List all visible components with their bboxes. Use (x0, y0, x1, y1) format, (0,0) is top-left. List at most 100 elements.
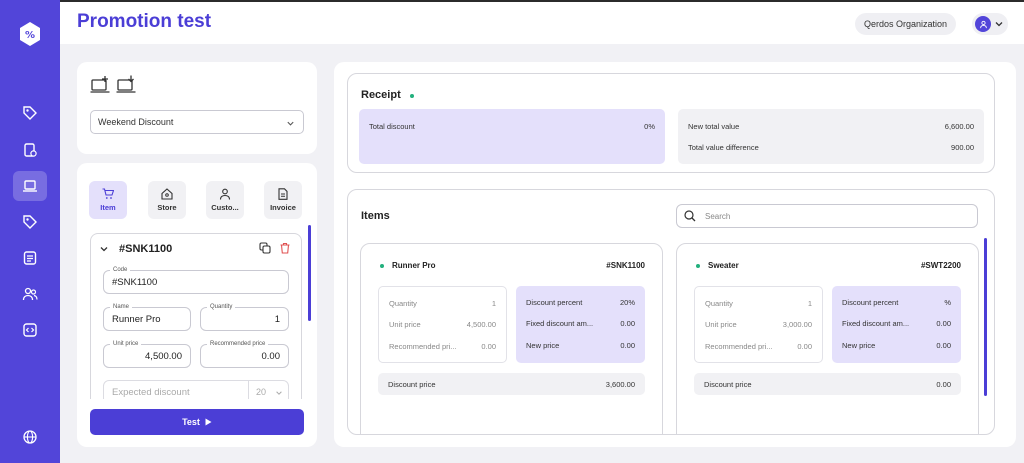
item-discount-percent-value: % (944, 298, 951, 307)
promotion-logo-icon[interactable]: % (16, 20, 44, 48)
expected-discount-placeholder: Expected discount (112, 387, 190, 398)
item-card-code: #SWT2200 (920, 261, 961, 270)
user-menu[interactable] (972, 13, 1008, 35)
unit-price-field[interactable]: Unit price 4,500.00 (103, 339, 191, 368)
item-status-dot (380, 264, 384, 268)
item-quantity-label: Quantity (389, 299, 417, 308)
item-new-price-label: New price (842, 341, 876, 350)
quantity-label: Quantity (207, 302, 236, 312)
code-value: #SNK1100 (112, 277, 158, 288)
item-result-box: Discount percent % Fixed discount am... … (832, 286, 961, 363)
tab-customer[interactable]: Custo... (206, 181, 244, 219)
promotion-select-value: Weekend Discount (98, 117, 174, 127)
item-card[interactable]: Runner Pro #SNK1100 Quantity 1 Unit pric… (360, 243, 663, 434)
items-panel: Items Search Runner Pro #SNK1100 Quantit… (347, 189, 995, 435)
trash-icon[interactable] (279, 242, 291, 254)
page-title: Promotion test (77, 11, 212, 32)
totals-box: New total value 6,600.00 Total value dif… (678, 109, 984, 164)
receipt-status-dot (410, 94, 414, 98)
item-unit-price-value: 4,500.00 (466, 320, 496, 329)
import-laptop-icon[interactable] (90, 75, 110, 95)
globe-icon[interactable] (13, 422, 47, 452)
chevron-down-icon[interactable] (99, 244, 109, 254)
recommended-price-field[interactable]: Recommended price 0.00 (200, 339, 289, 368)
tab-store[interactable]: Store (148, 181, 186, 219)
tag-icon[interactable] (13, 207, 47, 237)
item-discount-percent-value: 20% (619, 298, 635, 307)
new-total-label: New total value (688, 122, 740, 131)
search-icon (684, 210, 696, 222)
item-new-price-value: 0.00 (936, 341, 951, 350)
item-fixed-discount-label: Fixed discount am... (842, 319, 910, 328)
top-bar: Promotion test Qerdos Organization (60, 0, 1024, 44)
test-laptop-icon[interactable] (13, 171, 47, 201)
promotion-tag-icon[interactable] (13, 98, 47, 128)
tab-invoice[interactable]: Invoice (264, 181, 302, 219)
item-card-code: #SNK1100 (606, 261, 645, 270)
item-quantity-label: Quantity (705, 299, 733, 308)
recommended-price-label: Recommended price (207, 339, 269, 349)
total-discount-box: Total discount 0% (359, 109, 665, 164)
code-icon[interactable] (13, 315, 47, 345)
name-field[interactable]: Name Runner Pro (103, 302, 191, 331)
difference-value: 900.00 (951, 143, 974, 152)
item-input-box: Quantity 1 Unit price 3,000.00 Recommend… (694, 286, 823, 363)
organization-selector[interactable]: Qerdos Organization (855, 13, 957, 35)
item-new-price-label: New price (526, 341, 560, 350)
code-field[interactable]: Code #SNK1100 (103, 265, 289, 294)
tab-item[interactable]: Item (89, 181, 127, 219)
code-label: Code (110, 265, 131, 275)
avatar[interactable] (975, 16, 991, 32)
receipt-panel: Receipt Total discount 0% New total valu… (347, 73, 995, 173)
items-scrollbar[interactable] (984, 238, 987, 396)
item-quantity-value: 1 (491, 299, 496, 308)
item-discount-price-value: 3,600.00 (605, 380, 635, 389)
list-icon[interactable] (13, 243, 47, 273)
name-value: Runner Pro (112, 314, 161, 325)
users-icon[interactable] (13, 279, 47, 309)
test-button-label: Test (182, 417, 200, 427)
expected-discount-field[interactable]: Expected discount 20 (103, 380, 289, 399)
coupon-settings-icon[interactable] (13, 135, 47, 165)
copy-icon[interactable] (259, 242, 271, 254)
item-fixed-discount-value: 0.00 (936, 319, 951, 328)
item-title: #SNK1100 (119, 243, 173, 255)
search-input[interactable]: Search (676, 204, 978, 228)
item-accordion: #SNK1100 Code #SNK1100 Name Runner Pro Q… (90, 233, 302, 399)
name-label: Name (110, 302, 133, 312)
item-discount-price-box: Discount price 3,600.00 (378, 373, 645, 395)
unit-price-label: Unit price (110, 339, 142, 349)
receipt-title: Receipt (361, 89, 401, 101)
left-scrollbar[interactable] (308, 225, 311, 321)
item-card[interactable]: Sweater #SWT2200 Quantity 1 Unit price 3… (676, 243, 979, 434)
chevron-down-icon[interactable] (275, 389, 283, 397)
item-recommended-label: Recommended pri... (705, 342, 773, 351)
tab-item-label: Item (100, 203, 116, 212)
quantity-field[interactable]: Quantity 1 (200, 302, 289, 331)
item-unit-price-label: Unit price (389, 320, 421, 329)
quantity-value: 1 (274, 314, 280, 325)
item-unit-price-label: Unit price (705, 320, 737, 329)
unit-price-value: 4,500.00 (145, 351, 182, 362)
promotion-select[interactable]: Weekend Discount (90, 110, 304, 134)
item-input-box: Quantity 1 Unit price 4,500.00 Recommend… (378, 286, 507, 363)
item-unit-price-value: 3,000.00 (782, 320, 812, 329)
test-button[interactable]: Test (90, 409, 304, 435)
chevron-down-icon[interactable] (994, 19, 1004, 29)
item-quantity-value: 1 (807, 299, 812, 308)
cart-icon (102, 188, 114, 199)
item-discount-percent-label: Discount percent (842, 298, 899, 307)
item-discount-price-label: Discount price (388, 380, 436, 389)
recommended-price-value: 0.00 (261, 351, 281, 362)
difference-label: Total value difference (688, 143, 759, 152)
new-total-value: 6,600.00 (944, 122, 974, 131)
item-recommended-value: 0.00 (481, 342, 496, 351)
tab-customer-label: Custo... (211, 203, 239, 212)
tab-invoice-label: Invoice (270, 203, 296, 212)
total-discount-value: 0% (644, 122, 655, 131)
store-icon (161, 188, 173, 200)
export-laptop-icon[interactable] (116, 75, 136, 95)
invoice-icon (278, 188, 288, 200)
item-recommended-label: Recommended pri... (389, 342, 457, 351)
item-discount-price-value: 0.00 (936, 380, 951, 389)
